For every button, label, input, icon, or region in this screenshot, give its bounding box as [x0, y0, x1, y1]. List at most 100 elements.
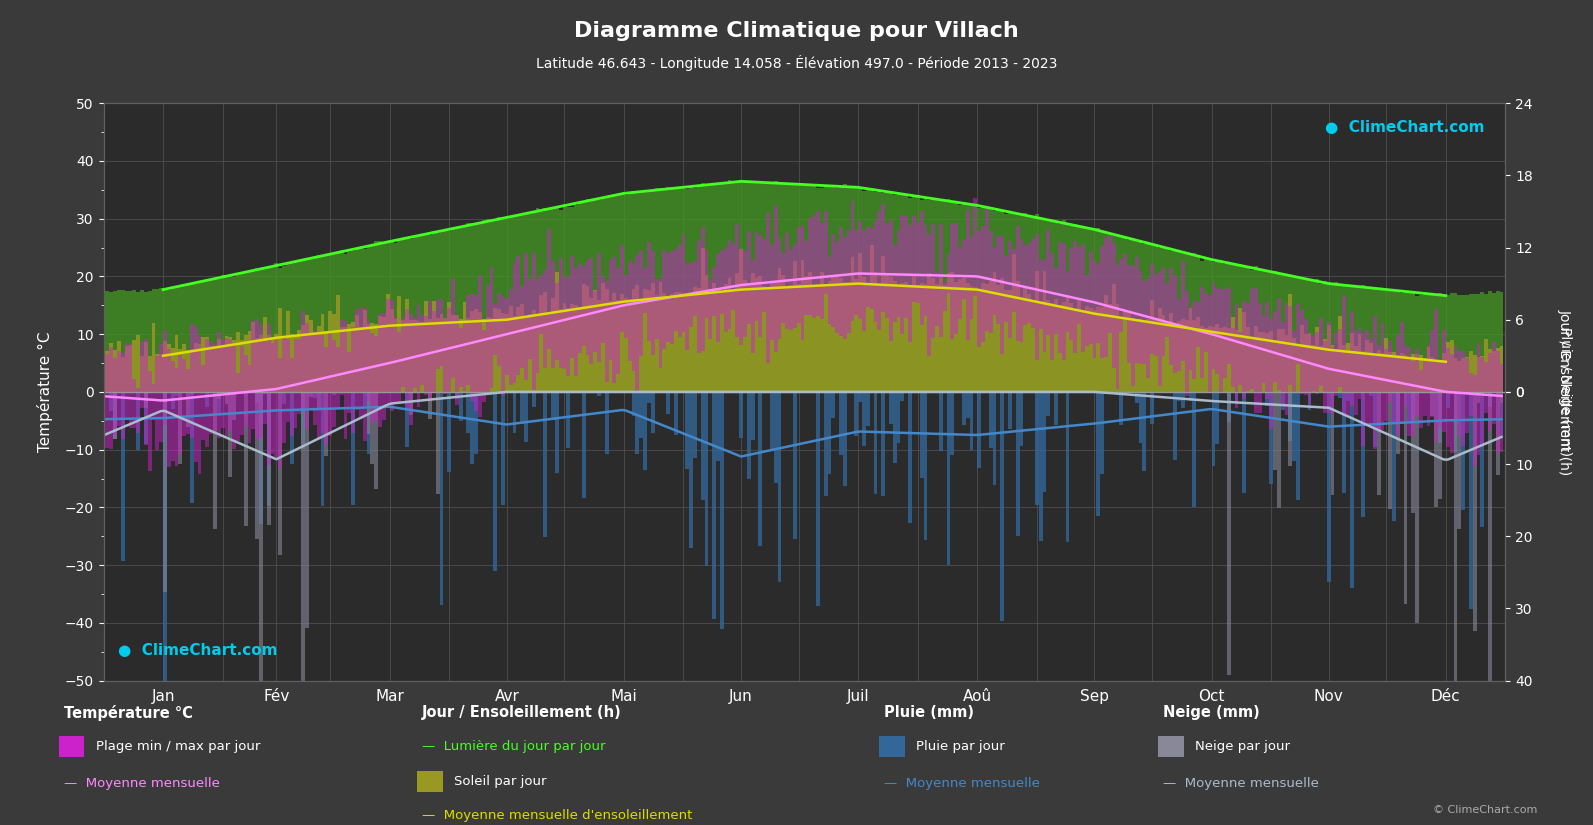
Bar	[666, 392, 671, 414]
Bar	[1096, 307, 1101, 392]
Bar	[225, 338, 228, 436]
Bar	[331, 314, 336, 392]
Bar	[1177, 322, 1180, 392]
Bar	[266, 392, 271, 507]
Bar	[851, 186, 854, 392]
Bar	[413, 320, 416, 392]
Bar	[1415, 296, 1419, 392]
Bar	[750, 273, 755, 392]
Bar	[475, 295, 478, 411]
Bar	[1408, 392, 1411, 422]
Bar	[1158, 308, 1161, 392]
Bar	[1343, 392, 1346, 493]
Bar	[881, 192, 886, 392]
Bar	[728, 240, 731, 329]
Bar	[443, 318, 448, 394]
Bar	[1153, 318, 1158, 392]
Bar	[1012, 212, 1016, 392]
Text: Neige (mm): Neige (mm)	[1163, 705, 1260, 720]
Bar	[374, 323, 378, 392]
Bar	[1427, 345, 1431, 427]
Bar	[413, 238, 416, 392]
Bar	[339, 250, 344, 392]
Bar	[593, 290, 597, 392]
Bar	[1442, 295, 1446, 392]
Bar	[156, 289, 159, 392]
Bar	[1499, 392, 1504, 403]
Bar	[919, 392, 924, 478]
Bar	[1219, 290, 1223, 393]
Bar	[593, 291, 597, 352]
Bar	[486, 317, 489, 392]
Bar	[1368, 289, 1373, 392]
Bar	[663, 293, 666, 392]
Bar	[1431, 357, 1434, 392]
Bar	[1395, 392, 1400, 455]
Bar	[209, 346, 213, 392]
Bar	[1354, 332, 1357, 415]
Bar	[747, 182, 750, 392]
Bar	[605, 289, 609, 392]
Bar	[554, 208, 559, 392]
Bar	[808, 218, 812, 315]
Bar	[886, 273, 889, 392]
Bar	[854, 279, 859, 392]
Bar	[932, 277, 935, 392]
Bar	[135, 392, 140, 450]
Bar	[1243, 301, 1246, 398]
Bar	[731, 244, 736, 310]
Bar	[1488, 290, 1493, 392]
Bar	[878, 284, 881, 392]
Bar	[677, 245, 682, 337]
Bar	[1193, 320, 1196, 392]
Bar	[312, 392, 317, 398]
Bar	[401, 318, 405, 387]
Bar	[897, 193, 900, 392]
Bar	[1115, 265, 1120, 389]
Bar	[1395, 292, 1400, 392]
Bar	[462, 302, 467, 392]
Bar	[1204, 258, 1207, 392]
Bar	[685, 189, 690, 392]
Bar	[690, 186, 693, 392]
Bar	[793, 261, 796, 392]
Bar	[102, 350, 105, 392]
Bar	[804, 276, 808, 392]
Bar	[1150, 264, 1153, 355]
Bar	[140, 356, 143, 392]
Bar	[597, 300, 601, 392]
Bar	[221, 346, 225, 392]
Bar	[1499, 292, 1504, 392]
Bar	[1368, 342, 1373, 392]
Bar	[1185, 290, 1188, 396]
Bar	[989, 231, 992, 333]
Bar	[761, 286, 766, 392]
Bar	[666, 252, 671, 342]
Bar	[647, 190, 652, 392]
Bar	[992, 271, 997, 392]
Bar	[1446, 348, 1450, 447]
Bar	[186, 369, 190, 435]
Bar	[878, 211, 881, 330]
Bar	[1346, 285, 1349, 392]
Bar	[508, 217, 513, 392]
Bar	[782, 276, 785, 392]
Bar	[644, 392, 647, 469]
Bar	[317, 326, 320, 392]
Bar	[620, 195, 624, 392]
Bar	[393, 319, 397, 392]
Bar	[769, 245, 774, 340]
Bar	[827, 392, 832, 474]
Bar	[1077, 300, 1082, 392]
Bar	[378, 316, 382, 392]
Bar	[1196, 255, 1200, 392]
Bar	[1238, 308, 1243, 392]
Bar	[143, 339, 148, 445]
Bar	[1063, 302, 1066, 392]
Bar	[309, 392, 312, 397]
Bar	[935, 284, 938, 392]
Bar	[965, 392, 970, 418]
Bar	[1139, 319, 1142, 392]
Bar	[827, 257, 832, 323]
Bar	[497, 309, 502, 392]
